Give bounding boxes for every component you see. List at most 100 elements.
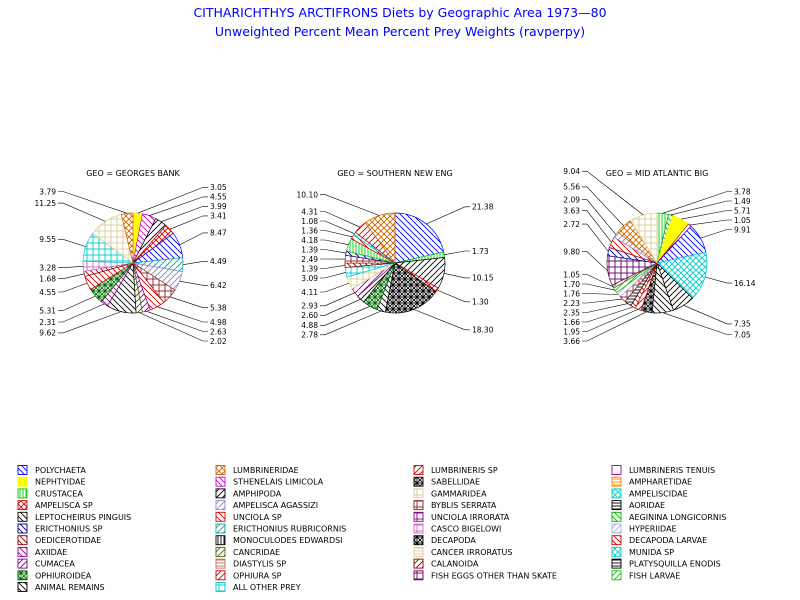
legend-label: DECAPODA <box>431 536 476 545</box>
legend-label: MONOCULODES EDWARDSI <box>233 536 343 545</box>
slice-value-label: 8.47 <box>210 229 227 238</box>
legend-swatch <box>215 546 226 557</box>
legend-label: OEDICEROTIDAE <box>35 536 101 545</box>
slice-value-label: 2.60 <box>301 311 318 320</box>
legend-swatch <box>413 535 424 546</box>
slice-leader-line <box>320 194 380 216</box>
legend-swatch <box>611 570 622 581</box>
slice-value-label: 1.76 <box>563 289 580 298</box>
slice-leader-line <box>582 251 608 272</box>
slice-value-label: 3.05 <box>210 183 227 192</box>
legend-item-ericthonius-rubricornis: ERICTHONIUS RUBRICORNIS <box>215 523 346 534</box>
slice-leader-line <box>149 196 208 216</box>
slice-value-label: 3.99 <box>210 202 227 211</box>
slice-leader-line <box>320 239 349 245</box>
legend-item-nephtyidae: NEPHTYIDAE <box>17 476 86 487</box>
slice-value-label: 11.25 <box>35 199 57 208</box>
legend-label: AMPELISCA AGASSIZI <box>233 501 318 510</box>
slice-value-label: 5.38 <box>210 304 227 313</box>
slice-value-label: 2.72 <box>563 220 580 229</box>
slice-value-label: 1.05 <box>734 216 751 225</box>
legend-label: SABELLIDAE <box>431 478 480 487</box>
slice-leader-line <box>320 230 353 238</box>
slice-value-label: 5.56 <box>563 183 580 192</box>
legend-item-aeginina-longicornis: AEGININA LONGICORNIS <box>611 511 726 522</box>
slice-value-label: 2.31 <box>39 318 56 327</box>
slice-leader-line <box>700 229 732 239</box>
legend-item-fish-larvae: FISH LARVAE <box>611 570 680 581</box>
legend-swatch <box>215 570 226 581</box>
legend-swatch <box>413 570 424 581</box>
pie-slice-lumbrineridae <box>364 212 396 265</box>
slice-value-label: 4.55 <box>210 193 227 202</box>
slice-leader-line <box>58 273 85 280</box>
legend-label: AXIIDAE <box>35 548 67 557</box>
slice-value-label: 3.28 <box>39 264 56 273</box>
slice-leader-line <box>320 282 350 293</box>
pie-label: GEO = MID ATLANTIC BIG <box>606 169 709 178</box>
legend-item-aoridae: AORIDAE <box>611 500 665 510</box>
slice-leader-line <box>179 280 208 286</box>
slice-leader-line <box>582 283 616 291</box>
legend-swatch <box>413 488 424 499</box>
slice-leader-line <box>320 211 361 228</box>
legend-swatch <box>413 546 424 557</box>
legend-swatch <box>17 488 28 499</box>
legend-label: CALANOIDA <box>431 560 479 569</box>
legend-label: AEGININA LONGICORNIS <box>629 513 726 522</box>
slice-value-label: 2.23 <box>563 299 580 308</box>
pie-slice-lumbrineridae <box>120 212 134 264</box>
slice-value-label: 16.14 <box>734 279 756 288</box>
legend-item-byblis-serrata: BYBLIS SERRATA <box>413 500 497 510</box>
slice-value-label: 5.71 <box>734 206 751 215</box>
legend-label: UNCIOLA SP <box>233 513 282 522</box>
pies-group: GEO = GEORGES BANK3.054.553.993.418.474.… <box>35 167 756 346</box>
slice-value-label: 7.05 <box>734 330 751 339</box>
slice-leader-line <box>58 239 86 247</box>
legend-swatch <box>611 476 622 487</box>
legend-label: UNCIOLA IRRORATA <box>431 513 510 522</box>
legend-label: LUMBRINERIDAE <box>233 466 299 475</box>
pie-geo-georges-bank: GEO = GEORGES BANK3.054.553.993.418.474.… <box>35 169 227 346</box>
legend-swatch <box>215 582 226 592</box>
slice-value-label: 1.95 <box>563 327 580 336</box>
slice-leader-line <box>582 293 619 295</box>
slice-leader-line <box>58 311 122 334</box>
legend-item-casco-bigelowi: CASCO BIGELOWI <box>413 523 501 534</box>
slice-leader-line <box>582 309 639 332</box>
slice-value-label: 21.38 <box>472 203 494 212</box>
legend-label: DECAPODA LARVAE <box>629 536 707 545</box>
slice-leader-line <box>670 200 732 216</box>
pie-label: GEO = GEORGES BANK <box>86 169 180 178</box>
legend-swatch <box>17 570 28 581</box>
pie-label: GEO = SOUTHERN NEW ENG <box>337 169 452 178</box>
chart-subtitle: Unweighted Percent Mean Percent Prey Wei… <box>215 24 585 39</box>
legend-swatch <box>215 488 226 499</box>
legend-label: ALL OTHER PREY <box>233 583 301 592</box>
legend-item-decapoda: DECAPODA <box>413 535 476 546</box>
legend-item-ampeliscidae: AMPELISCIDAE <box>611 488 688 498</box>
slice-leader-line <box>683 305 732 325</box>
slice-value-label: 4.98 <box>210 318 227 327</box>
slice-value-label: 4.88 <box>301 321 318 330</box>
legend-swatch <box>17 476 28 487</box>
slice-leader-line <box>58 266 84 269</box>
slice-leader-line <box>582 311 647 342</box>
slice-value-label: 9.55 <box>39 235 56 244</box>
legend-item-diastylis-sp: DIASTYLIS SP <box>215 558 286 569</box>
legend-item-cancer-irroratus: CANCER IRRORATUS <box>413 546 512 557</box>
legend-item-crustacea: CRUSTACEA <box>17 488 83 499</box>
slice-value-label: 4.11 <box>301 288 318 297</box>
slice-value-label: 4.55 <box>39 288 56 297</box>
slice-value-label: 2.63 <box>210 327 227 336</box>
legend-label: ERICTHONIUS RUBRICORNIS <box>233 525 346 534</box>
slice-value-label: 10.10 <box>297 190 319 199</box>
slice-value-label: 1.05 <box>563 270 580 279</box>
legend-item-animal-remains: ANIMAL REMAINS <box>17 582 105 592</box>
legend-label: OPHIURA SP <box>233 571 282 580</box>
legend-item-ophiuroidea: OPHIUROIDEA <box>17 570 92 581</box>
legend-item-fish-eggs-other-than-skate: FISH EGGS OTHER THAN SKATE <box>413 570 557 581</box>
slice-leader-line <box>582 274 614 287</box>
slice-value-label: 1.68 <box>39 275 56 284</box>
legend-label: BYBLIS SERRATA <box>431 501 497 510</box>
